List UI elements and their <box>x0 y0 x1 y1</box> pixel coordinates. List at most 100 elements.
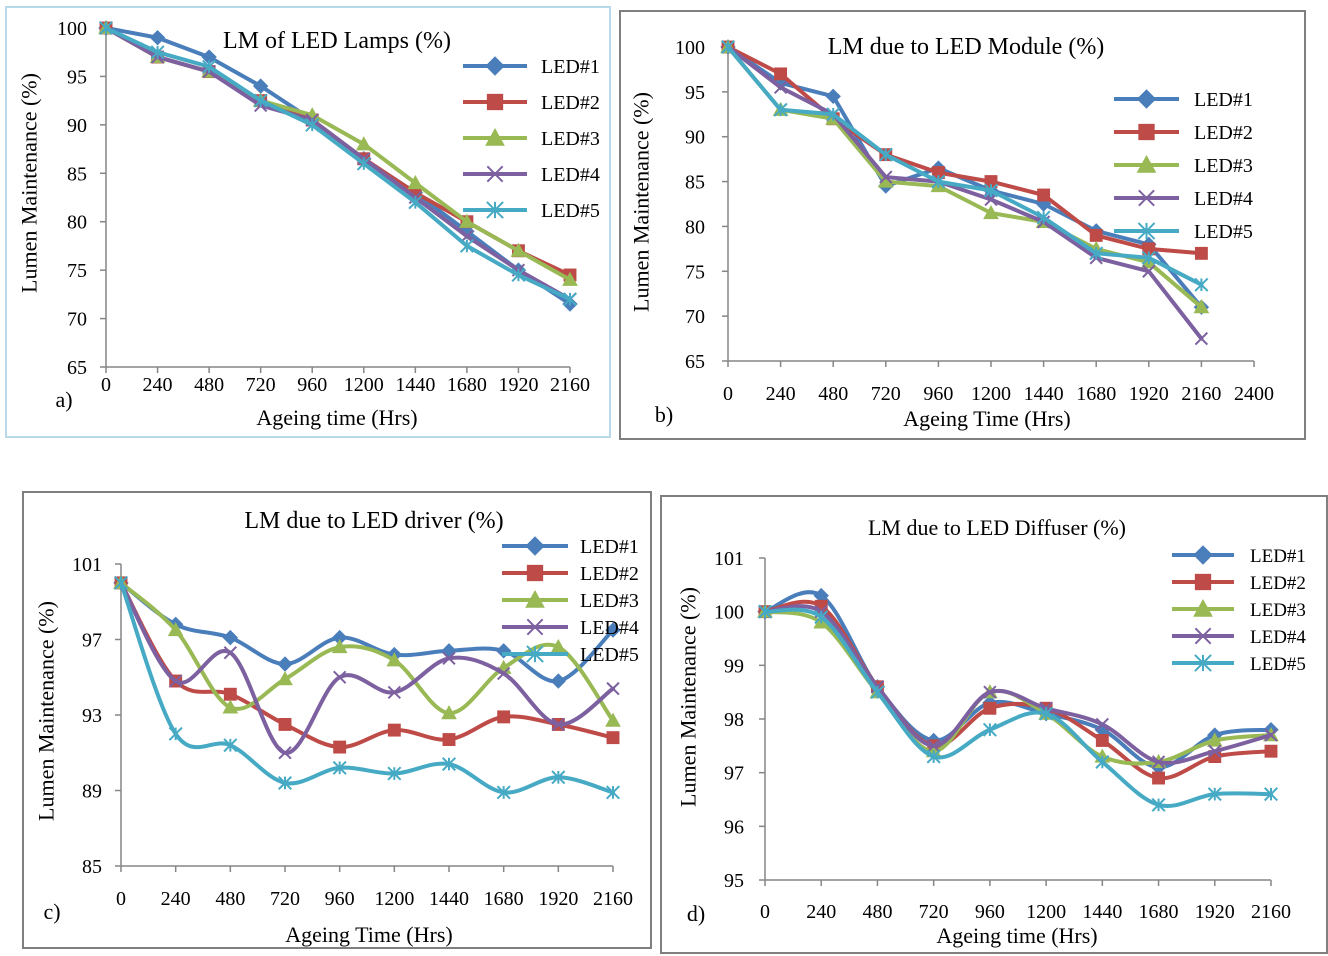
data-point-marker <box>879 170 893 184</box>
series-led2 <box>721 40 1208 260</box>
data-point-marker <box>1036 210 1051 225</box>
legend-marker <box>1138 123 1155 141</box>
y-tick-label: 65 <box>67 357 87 379</box>
data-point-marker <box>223 687 237 701</box>
data-point-marker <box>459 213 475 228</box>
legend-label: LED#4 <box>541 164 600 186</box>
data-point-marker <box>277 671 293 686</box>
chart-panel-b: 65 70 75 80 85 90 95 100 0 240 480 720 960 1200 1440 16… <box>619 10 1306 440</box>
series-line <box>763 607 1273 809</box>
chart-panel-d: 95 96 97 98 99 100 101 0 240 480 720 960 1200 1440 168… <box>660 495 1328 954</box>
data-point-marker <box>1152 771 1166 785</box>
data-point-marker <box>441 705 457 720</box>
legend-label: LED#3 <box>580 590 639 612</box>
x-tick-label: 2400 <box>1234 383 1274 405</box>
x-tick-label: 1200 <box>1026 901 1066 923</box>
data-point-marker <box>814 610 829 625</box>
y-tick-label: 100 <box>714 602 744 624</box>
legend-label: LED#2 <box>580 563 639 585</box>
x-tick-label: 1200 <box>344 374 384 396</box>
data-point-marker <box>1208 744 1222 758</box>
x-tick-label: 0 <box>760 901 770 923</box>
data-point-marker <box>387 685 401 700</box>
series-line <box>726 45 1204 256</box>
data-point-marker <box>1194 277 1209 292</box>
legend-marker <box>485 56 505 76</box>
legend-item: LED#4 <box>1114 188 1253 210</box>
legend-marker <box>1194 654 1212 672</box>
series-led5 <box>757 604 1279 812</box>
legend-label: LED#1 <box>580 536 639 558</box>
legend-item: LED#3 <box>463 127 600 150</box>
legend-marker <box>1193 598 1213 617</box>
data-point-marker <box>606 681 620 696</box>
data-point-marker <box>1151 755 1166 769</box>
legend-marker <box>1194 573 1212 591</box>
data-point-marker <box>1206 732 1223 747</box>
data-point-marker <box>1037 188 1051 202</box>
data-point-marker <box>605 785 621 800</box>
series-line <box>726 45 1204 341</box>
y-tick-label: 70 <box>685 306 705 328</box>
data-point-marker <box>441 643 457 659</box>
y-tick-label: 90 <box>685 127 705 149</box>
data-point-marker <box>825 88 841 105</box>
x-tick-label: 1680 <box>1139 901 1179 923</box>
legend-marker <box>486 93 504 111</box>
y-tick-label: 99 <box>724 655 744 677</box>
panel-label: d) <box>687 901 705 926</box>
legend-label: LED#2 <box>1194 122 1253 144</box>
data-point-marker <box>149 29 166 46</box>
data-point-marker <box>1194 246 1208 260</box>
y-tick-label: 65 <box>685 351 705 373</box>
data-point-marker <box>223 646 237 660</box>
legend-item: LED#5 <box>1172 654 1306 675</box>
data-point-marker <box>1095 717 1109 732</box>
y-tick-label: 98 <box>724 709 744 731</box>
data-point-marker <box>562 271 578 286</box>
x-tick-label: 0 <box>101 374 111 396</box>
legend-label: LED#1 <box>1250 546 1306 567</box>
y-tick-label: 100 <box>57 18 87 40</box>
data-point-marker <box>983 183 999 198</box>
legend-marker <box>525 536 545 556</box>
data-point-marker <box>387 766 402 781</box>
y-tick-label: 80 <box>685 216 705 238</box>
legend-marker <box>526 645 544 663</box>
chart-panel-a: 65 70 75 80 85 90 95 100 0 240 480 720 960 1200 1440 16… <box>5 6 611 438</box>
x-tick-label: 1200 <box>374 888 414 910</box>
data-point-marker <box>982 722 997 737</box>
x-axis-title: Ageing time (Hrs) <box>256 405 417 430</box>
x-tick-label: 720 <box>270 888 300 910</box>
legend-marker <box>526 564 544 582</box>
data-point-marker <box>222 699 239 714</box>
x-tick-label: 0 <box>116 888 126 910</box>
chart-svg: 65 70 75 80 85 90 95 100 0 240 480 720 960 1200 1440 16… <box>17 18 600 430</box>
data-point-marker <box>497 666 511 681</box>
y-tick-label: 95 <box>724 870 744 892</box>
y-axis-title: Lumen Maintenance (%) <box>34 601 59 821</box>
legend-item: LED#1 <box>502 536 639 558</box>
data-point-marker <box>878 147 893 162</box>
data-point-marker <box>442 733 456 746</box>
series-line <box>726 45 1204 310</box>
x-tick-label: 240 <box>161 888 191 910</box>
chart-title: LM due to LED Diffuser (%) <box>868 515 1126 540</box>
chart-title: LM due to LED Module (%) <box>828 34 1105 60</box>
x-tick-label: 720 <box>246 374 276 396</box>
x-tick-label: 2160 <box>550 374 590 396</box>
legend-item: LED#2 <box>1114 122 1253 144</box>
data-point-marker <box>1264 744 1278 758</box>
x-tick-label: 1680 <box>447 374 487 396</box>
y-axis-title: Lumen Maintenance (%) <box>676 587 701 807</box>
data-point-marker <box>1207 787 1222 802</box>
x-tick-label: 240 <box>806 901 836 923</box>
y-tick-label: 100 <box>675 37 705 59</box>
data-point-marker <box>551 717 565 732</box>
x-tick-label: 960 <box>297 374 327 396</box>
data-point-marker <box>169 674 183 688</box>
data-point-marker <box>333 670 347 684</box>
legend-marker <box>526 618 544 636</box>
series-line <box>104 26 572 302</box>
legend-item: LED#2 <box>463 92 600 114</box>
